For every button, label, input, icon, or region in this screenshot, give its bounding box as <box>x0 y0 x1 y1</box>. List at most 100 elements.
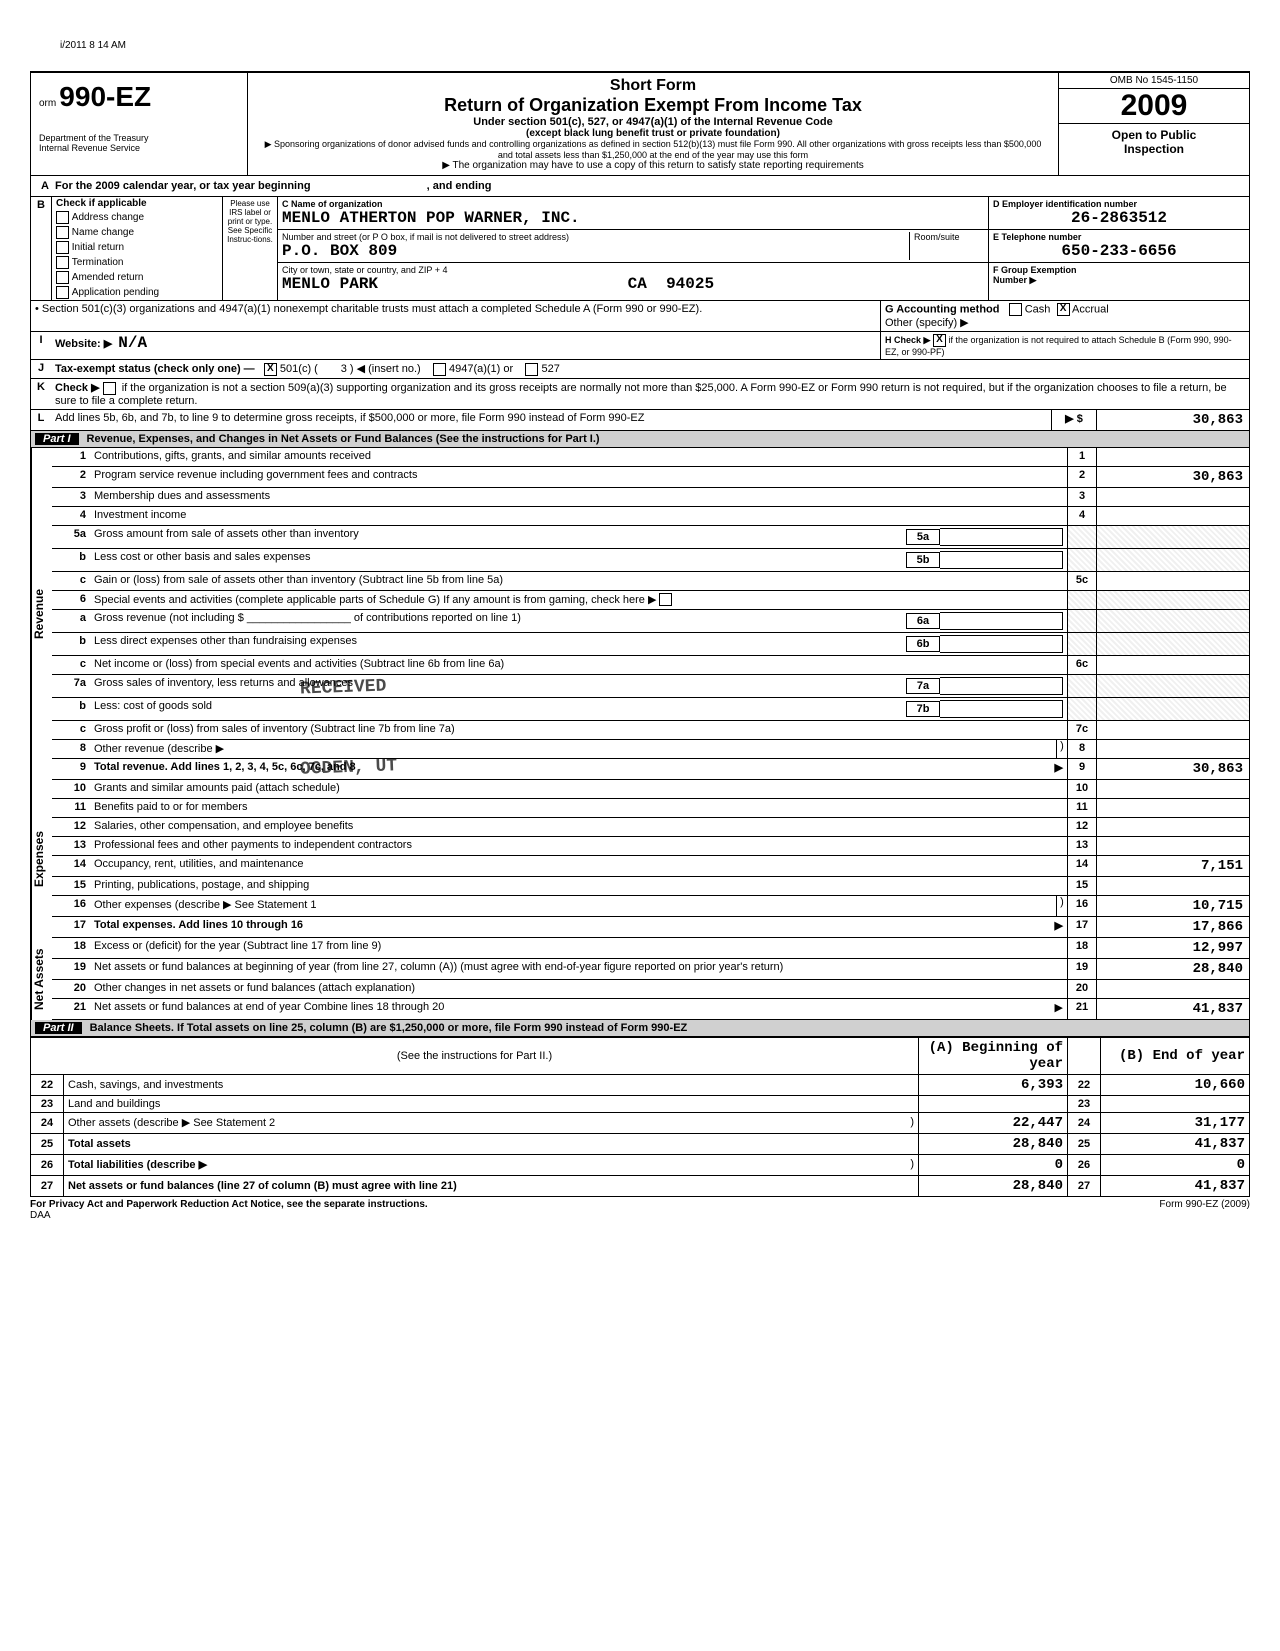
phone: 650-233-6656 <box>993 242 1245 260</box>
accrual-checkbox[interactable]: X <box>1057 303 1070 316</box>
page-footer: For Privacy Act and Paperwork Reduction … <box>30 1199 1250 1210</box>
header-center: Short Form Return of Organization Exempt… <box>248 73 1058 175</box>
bs-26-a: 0 <box>919 1154 1068 1175</box>
side-revenue: Revenue <box>31 448 52 780</box>
form-title-box: orm 990-EZ Department of the Treasury In… <box>31 73 248 175</box>
bs-25-b: 41,837 <box>1101 1133 1250 1154</box>
expenses-section: Expenses 10Grants and similar amounts pa… <box>30 780 1250 938</box>
footer-right: Form 990-EZ (2009) <box>1159 1199 1250 1210</box>
line-18-amount: 12,997 <box>1096 938 1249 958</box>
short-form: Short Form <box>258 77 1048 95</box>
check-column: Check if applicable Address change Name … <box>52 197 223 300</box>
line-7b-desc: Less: cost of goods sold <box>94 700 212 712</box>
irs-note: Please use IRS label or print or type. S… <box>223 197 278 300</box>
bs-23-b <box>1101 1095 1250 1112</box>
j-527: 527 <box>541 363 559 375</box>
line-7c-amount <box>1096 721 1249 739</box>
form-header: orm 990-EZ Department of the Treasury In… <box>30 71 1250 176</box>
part-1-label: Part I <box>35 433 79 445</box>
line-15-desc: Printing, publications, postage, and shi… <box>90 877 1067 895</box>
address-change: Address change <box>72 212 144 223</box>
bs-27-b: 41,837 <box>1101 1175 1250 1196</box>
line-21-desc: Net assets or fund balances at end of ye… <box>94 1001 444 1013</box>
city-label: City or town, state or country, and ZIP … <box>282 265 984 275</box>
form-dept: Department of the Treasury Internal Reve… <box>39 133 239 153</box>
line-17-amount: 17,866 <box>1096 917 1249 937</box>
k-text: if the organization is not a section 509… <box>55 382 1227 407</box>
line-1-amount <box>1096 448 1249 466</box>
gaming-checkbox[interactable] <box>659 593 672 606</box>
name-change-checkbox[interactable] <box>56 226 69 239</box>
l-text: Add lines 5b, 6b, and 7b, to line 9 to d… <box>51 410 1051 430</box>
line-14-desc: Occupancy, rent, utilities, and maintena… <box>90 856 1067 876</box>
bs-26-desc: Total liabilities (describe ▶ <box>68 1159 207 1171</box>
line-5a-desc: Gross amount from sale of assets other t… <box>94 528 359 540</box>
line-16-desc: Other expenses (describe ▶ See Statement… <box>94 899 316 911</box>
balance-sheet-table: (See the instructions for Part II.) (A) … <box>30 1037 1250 1197</box>
termination-checkbox[interactable] <box>56 256 69 269</box>
line-5c-desc: Gain or (loss) from sale of assets other… <box>90 572 1067 590</box>
daa: DAA <box>30 1210 1250 1221</box>
form-prefix: orm <box>39 98 56 109</box>
line-13-amount <box>1096 837 1249 855</box>
check-if-applicable: Check if applicable <box>52 197 222 210</box>
j-501c-checkbox[interactable]: X <box>264 363 277 376</box>
name-change: Name change <box>72 227 134 238</box>
line-13-desc: Professional fees and other payments to … <box>90 837 1067 855</box>
e-label: E Telephone number <box>993 232 1245 242</box>
j-4947: 4947(a)(1) or <box>449 363 513 375</box>
g-label: G Accounting method <box>885 303 999 315</box>
j-4947-checkbox[interactable] <box>433 363 446 376</box>
side-expenses: Expenses <box>31 780 52 938</box>
street: P.O. BOX 809 <box>282 242 909 260</box>
line-8-desc: Other revenue (describe ▶ <box>90 740 1056 758</box>
line-5c-amount <box>1096 572 1249 590</box>
tax-exempt-row: J Tax-exempt status (check only one) — X… <box>30 360 1250 379</box>
k-checkbox[interactable] <box>103 382 116 395</box>
line-10-desc: Grants and similar amounts paid (attach … <box>90 780 1067 798</box>
amended-checkbox[interactable] <box>56 271 69 284</box>
h-label: H Check ▶ <box>885 335 930 345</box>
line-11-desc: Benefits paid to or for members <box>90 799 1067 817</box>
line-10-amount <box>1096 780 1249 798</box>
cash-checkbox[interactable] <box>1009 303 1022 316</box>
line-5b-desc: Less cost or other basis and sales expen… <box>94 551 310 563</box>
line-a-text: For the 2009 calendar year, or tax year … <box>55 180 491 192</box>
side-netassets: Net Assets <box>31 938 52 1020</box>
line-12-amount <box>1096 818 1249 836</box>
j-527-checkbox[interactable] <box>525 363 538 376</box>
bs-23-desc: Land and buildings <box>64 1095 919 1112</box>
line-8-amount <box>1096 740 1249 758</box>
h-checkbox[interactable]: X <box>933 334 946 347</box>
address-change-checkbox[interactable] <box>56 211 69 224</box>
line-4-amount <box>1096 507 1249 525</box>
name-block: C Name of organization MENLO ATHERTON PO… <box>278 197 988 300</box>
line-6c-amount <box>1096 656 1249 674</box>
pending-checkbox[interactable] <box>56 286 69 299</box>
application-pending: Application pending <box>72 287 159 298</box>
revenue-section: Revenue 1Contributions, gifts, grants, a… <box>30 448 1250 780</box>
l-arrow: ▶ $ <box>1051 410 1096 430</box>
l-row: L Add lines 5b, 6b, and 7b, to line 9 to… <box>30 410 1250 431</box>
line-15-amount <box>1096 877 1249 895</box>
line-7a-amount <box>1096 675 1249 697</box>
termination: Termination <box>72 257 124 268</box>
line-2-amount: 30,863 <box>1096 467 1249 487</box>
line-2-desc: Program service revenue including govern… <box>90 467 1067 487</box>
line-7a-desc: Gross sales of inventory, less returns a… <box>94 677 353 689</box>
part-1-title: Revenue, Expenses, and Changes in Net As… <box>87 433 600 445</box>
sponsor-note: ▶ Sponsoring organizations of donor advi… <box>258 139 1048 160</box>
part-2-header: Part II Balance Sheets. If Total assets … <box>30 1020 1250 1037</box>
j-501c: 501(c) ( <box>280 363 318 375</box>
line-5b-amount <box>1096 549 1249 571</box>
line-6b-amount <box>1096 633 1249 655</box>
under-section: Under section 501(c), 527, or 4947(a)(1)… <box>258 116 1048 128</box>
d-label: D Employer identification number <box>993 199 1245 209</box>
timestamp: i/2011 8 14 AM <box>60 40 1250 51</box>
g-accrual: Accrual <box>1072 303 1109 315</box>
part-1-header: Part I Revenue, Expenses, and Changes in… <box>30 431 1250 448</box>
initial-return-checkbox[interactable] <box>56 241 69 254</box>
line-19-desc: Net assets or fund balances at beginning… <box>90 959 1067 979</box>
bs-24-b: 31,177 <box>1101 1112 1250 1133</box>
section-501c3-note: • Section 501(c)(3) organizations and 49… <box>35 303 702 315</box>
